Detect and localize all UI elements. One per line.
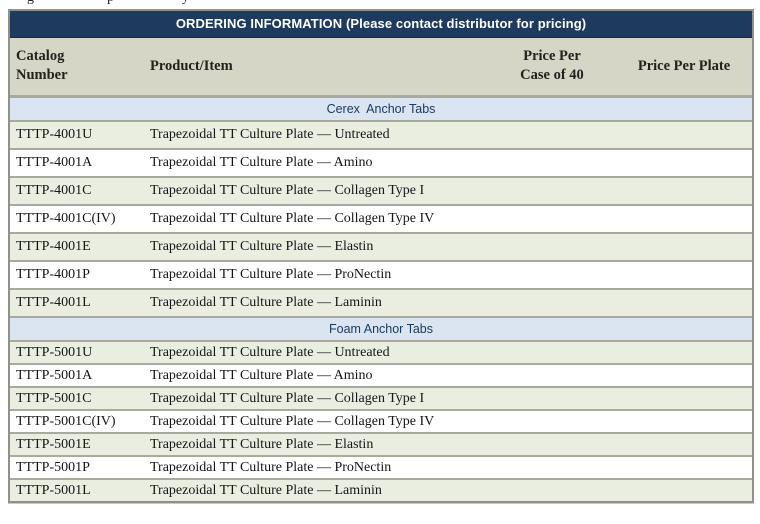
product-cell: Trapezoidal TT Culture Plate — Amino bbox=[147, 148, 488, 177]
section-label: Cerex Anchor Tabs bbox=[10, 95, 753, 122]
table-row: TTTP-5001C Trapezoidal TT Culture Plate —… bbox=[10, 386, 753, 410]
price-per-plate-cell bbox=[616, 204, 753, 233]
table-row: TTTP-5001U Trapezoidal TT Culture Plate —… bbox=[10, 340, 753, 364]
table-row: TTTP-5001L Trapezoidal TT Culture Plate —… bbox=[10, 478, 753, 501]
catalog-cell: TTTP-4001L bbox=[10, 288, 147, 317]
catalog-cell: TTTP-4001P bbox=[10, 260, 147, 289]
table-row: TTTP-5001A Trapezoidal TT Culture Plate —… bbox=[10, 363, 753, 387]
price-per-case-cell bbox=[488, 204, 616, 233]
price-per-plate-cell bbox=[616, 478, 753, 501]
price-per-case-cell bbox=[488, 148, 616, 177]
price-per-case-cell bbox=[488, 478, 616, 501]
catalog-cell: TTTP-4001C bbox=[10, 176, 147, 205]
price-per-plate-cell bbox=[616, 148, 753, 177]
clipped-text-line: g p y bbox=[0, 0, 760, 8]
section-header-row: Foam Anchor Tabs bbox=[10, 316, 753, 342]
table-body: Cerex Anchor Tabs TTTP-4001U Trapezoidal T… bbox=[10, 95, 753, 501]
table-title-row: ORDERING INFORMATION (Please contact dis… bbox=[10, 11, 753, 38]
price-per-case-cell bbox=[488, 409, 616, 433]
clipped-text-fragment: g bbox=[27, 0, 34, 6]
table-title: ORDERING INFORMATION (Please contact dis… bbox=[10, 11, 753, 38]
product-cell: Trapezoidal TT Culture Plate — Untreated bbox=[147, 340, 488, 364]
price-per-case-cell bbox=[488, 363, 616, 387]
catalog-cell: TTTP-4001U bbox=[10, 120, 147, 149]
product-cell: Trapezoidal TT Culture Plate — Collagen … bbox=[147, 386, 488, 410]
price-per-plate-cell bbox=[616, 363, 753, 387]
section-header-row: Cerex Anchor Tabs bbox=[10, 95, 753, 122]
table-row: TTTP-4001C(IV) Trapezoidal TT Culture Pla… bbox=[10, 204, 753, 233]
catalog-cell: TTTP-5001E bbox=[10, 432, 147, 456]
table-row: TTTP-4001P Trapezoidal TT Culture Plate —… bbox=[10, 260, 753, 289]
catalog-cell: TTTP-5001A bbox=[10, 363, 147, 387]
catalog-cell: TTTP-5001U bbox=[10, 340, 147, 364]
table-row: TTTP-5001P Trapezoidal TT Culture Plate —… bbox=[10, 455, 753, 479]
column-header-catalog-number: Catalog Number bbox=[10, 37, 147, 98]
price-per-plate-cell bbox=[616, 120, 753, 149]
table-row: TTTP-4001A Trapezoidal TT Culture Plate —… bbox=[10, 148, 753, 177]
price-per-case-cell bbox=[488, 232, 616, 261]
ordering-information-table: ORDERING INFORMATION (Please contact dis… bbox=[8, 9, 754, 503]
product-cell: Trapezoidal TT Culture Plate — Collagen … bbox=[147, 204, 488, 233]
price-per-plate-cell bbox=[616, 260, 753, 289]
table-row: TTTP-4001L Trapezoidal TT Culture Plate —… bbox=[10, 288, 753, 317]
column-header-row: Catalog Number Product/Item Price Per Ca… bbox=[10, 37, 753, 98]
price-per-case-cell bbox=[488, 176, 616, 205]
product-cell: Trapezoidal TT Culture Plate — Collagen … bbox=[147, 176, 488, 205]
product-cell: Trapezoidal TT Culture Plate — Untreated bbox=[147, 120, 488, 149]
price-per-plate-cell bbox=[616, 176, 753, 205]
price-per-plate-cell bbox=[616, 432, 753, 456]
table-row: TTTP-5001E Trapezoidal TT Culture Plate —… bbox=[10, 432, 753, 456]
table-row: TTTP-4001C Trapezoidal TT Culture Plate —… bbox=[10, 176, 753, 205]
catalog-cell: TTTP-5001C bbox=[10, 386, 147, 410]
section-label: Foam Anchor Tabs bbox=[10, 316, 753, 342]
catalog-cell: TTTP-5001C(IV) bbox=[10, 409, 147, 433]
table-row: TTTP-4001U Trapezoidal TT Culture Plate —… bbox=[10, 120, 753, 149]
catalog-cell: TTTP-4001E bbox=[10, 232, 147, 261]
column-header-product-item: Product/Item bbox=[147, 37, 488, 98]
price-per-plate-cell bbox=[616, 455, 753, 479]
product-cell: Trapezoidal TT Culture Plate — Laminin bbox=[147, 288, 488, 317]
product-cell: Trapezoidal TT Culture Plate — ProNectin bbox=[147, 260, 488, 289]
column-header-price-per-plate: Price Per Plate bbox=[616, 37, 753, 98]
catalog-cell: TTTP-4001A bbox=[10, 148, 147, 177]
price-per-case-cell bbox=[488, 340, 616, 364]
price-per-plate-cell bbox=[616, 340, 753, 364]
clipped-text-fragment: p bbox=[107, 0, 114, 6]
product-cell: Trapezoidal TT Culture Plate — Laminin bbox=[147, 478, 488, 501]
catalog-cell: TTTP-4001C(IV) bbox=[10, 204, 147, 233]
catalog-cell: TTTP-5001P bbox=[10, 455, 147, 479]
price-per-case-cell bbox=[488, 288, 616, 317]
price-per-plate-cell bbox=[616, 288, 753, 317]
price-per-case-cell bbox=[488, 120, 616, 149]
column-header-price-per-case: Price Per Case of 40 bbox=[488, 37, 616, 98]
price-per-case-cell bbox=[488, 260, 616, 289]
table-row: TTTP-5001C(IV) Trapezoidal TT Culture Pla… bbox=[10, 409, 753, 433]
product-cell: Trapezoidal TT Culture Plate — ProNectin bbox=[147, 455, 488, 479]
product-cell: Trapezoidal TT Culture Plate — Elastin bbox=[147, 432, 488, 456]
price-per-case-cell bbox=[488, 432, 616, 456]
clipped-text-fragment: y bbox=[182, 0, 189, 6]
price-per-case-cell bbox=[488, 455, 616, 479]
price-per-plate-cell bbox=[616, 409, 753, 433]
catalog-cell: TTTP-5001L bbox=[10, 478, 147, 501]
product-cell: Trapezoidal TT Culture Plate — Collagen … bbox=[147, 409, 488, 433]
price-per-case-cell bbox=[488, 386, 616, 410]
product-cell: Trapezoidal TT Culture Plate — Elastin bbox=[147, 232, 488, 261]
table-row: TTTP-4001E Trapezoidal TT Culture Plate —… bbox=[10, 232, 753, 261]
price-per-plate-cell bbox=[616, 232, 753, 261]
price-per-plate-cell bbox=[616, 386, 753, 410]
product-cell: Trapezoidal TT Culture Plate — Amino bbox=[147, 363, 488, 387]
